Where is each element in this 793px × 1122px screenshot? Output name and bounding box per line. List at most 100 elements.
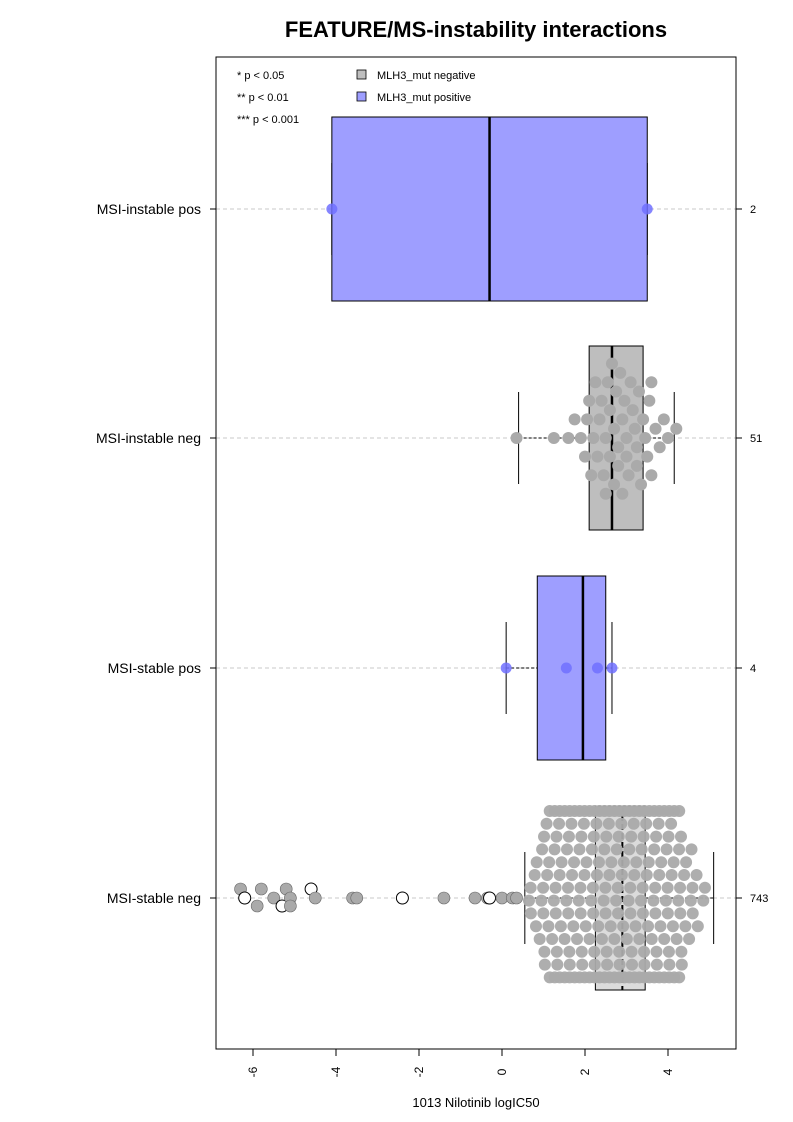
- data-point: [538, 958, 551, 971]
- group-label: MSI-instable neg: [96, 430, 201, 446]
- data-point: [510, 432, 523, 444]
- data-point: [591, 450, 604, 463]
- data-point: [562, 907, 575, 920]
- outlier-point: [308, 891, 322, 905]
- data-point: [654, 920, 667, 933]
- data-point: [674, 907, 687, 920]
- data-point: [615, 869, 628, 881]
- data-point: [542, 920, 555, 933]
- data-point: [561, 843, 574, 856]
- data-point: [616, 487, 629, 500]
- data-point: [578, 869, 591, 881]
- data-point: [560, 662, 572, 674]
- outlier-point: [483, 891, 497, 905]
- data-point: [620, 450, 633, 463]
- data-point: [601, 958, 614, 971]
- data-point: [562, 830, 575, 843]
- data-point: [660, 843, 673, 856]
- data-point: [590, 817, 603, 830]
- data-point: [686, 881, 699, 894]
- data-point: [643, 394, 656, 407]
- data-point: [613, 958, 626, 971]
- data-point: [674, 830, 687, 843]
- data-point: [674, 881, 687, 894]
- data-point: [572, 894, 585, 907]
- outlier-point: [267, 891, 281, 905]
- data-point: [563, 945, 576, 958]
- data-point: [587, 830, 600, 843]
- data-point: [661, 907, 674, 920]
- data-point: [595, 394, 608, 407]
- data-point: [595, 933, 608, 945]
- data-point: [528, 869, 541, 881]
- outlier-point: [350, 891, 364, 905]
- data-point: [573, 843, 586, 856]
- data-point: [630, 856, 643, 869]
- group-labels: MSI-instable pos 2 MSI-instable neg 51 MSI-s…: [96, 201, 768, 906]
- legend-swatch: [356, 69, 367, 80]
- data-point: [633, 933, 646, 945]
- data-point: [587, 432, 600, 444]
- data-point: [658, 933, 671, 945]
- data-points: [234, 203, 711, 984]
- data-point: [625, 945, 638, 958]
- data-point: [670, 422, 683, 435]
- data-point: [606, 662, 618, 674]
- data-point: [616, 413, 629, 426]
- data-point: [604, 920, 617, 933]
- outlier-point: [437, 891, 451, 905]
- data-point: [624, 376, 637, 389]
- data-point: [568, 856, 581, 869]
- data-point: [673, 971, 686, 984]
- data-point: [581, 413, 594, 426]
- data-point: [641, 450, 654, 463]
- chart-title: FEATURE/MS-instability interactions: [285, 17, 667, 42]
- data-point: [672, 894, 685, 907]
- data-point: [551, 958, 564, 971]
- data-point: [524, 881, 537, 894]
- data-point: [537, 907, 550, 920]
- data-point: [500, 662, 512, 674]
- data-point: [640, 869, 653, 881]
- data-point: [611, 881, 624, 894]
- x-tick-label: 2: [578, 1068, 592, 1075]
- x-tick-label: 0: [495, 1068, 509, 1075]
- data-point: [610, 843, 623, 856]
- data-point: [546, 933, 559, 945]
- data-point: [637, 830, 650, 843]
- data-point: [663, 958, 676, 971]
- data-point: [642, 920, 655, 933]
- data-point: [577, 817, 590, 830]
- data-point: [608, 422, 621, 435]
- data-point: [636, 907, 649, 920]
- data-point: [635, 843, 648, 856]
- data-point: [641, 203, 653, 215]
- data-point: [683, 933, 696, 945]
- data-point: [579, 920, 592, 933]
- data-point: [620, 933, 633, 945]
- data-point: [662, 945, 675, 958]
- x-axis: -6 -4 -2 0 2 4: [246, 1049, 675, 1077]
- data-point: [653, 441, 666, 454]
- data-point: [628, 869, 641, 881]
- data-point: [612, 830, 625, 843]
- data-point: [612, 459, 625, 472]
- guide-lines: [216, 208, 736, 899]
- data-point: [635, 894, 648, 907]
- outlier-point: [395, 891, 409, 905]
- data-point: [648, 843, 661, 856]
- data-point: [686, 907, 699, 920]
- data-point: [610, 894, 623, 907]
- data-point: [562, 881, 575, 894]
- data-point: [575, 830, 588, 843]
- data-point: [649, 422, 662, 435]
- data-point: [645, 933, 658, 945]
- data-point: [589, 376, 602, 389]
- data-point: [638, 958, 651, 971]
- data-point: [678, 869, 691, 881]
- data-point: [698, 881, 711, 894]
- data-point: [558, 933, 571, 945]
- data-point: [540, 817, 553, 830]
- data-point: [673, 805, 686, 817]
